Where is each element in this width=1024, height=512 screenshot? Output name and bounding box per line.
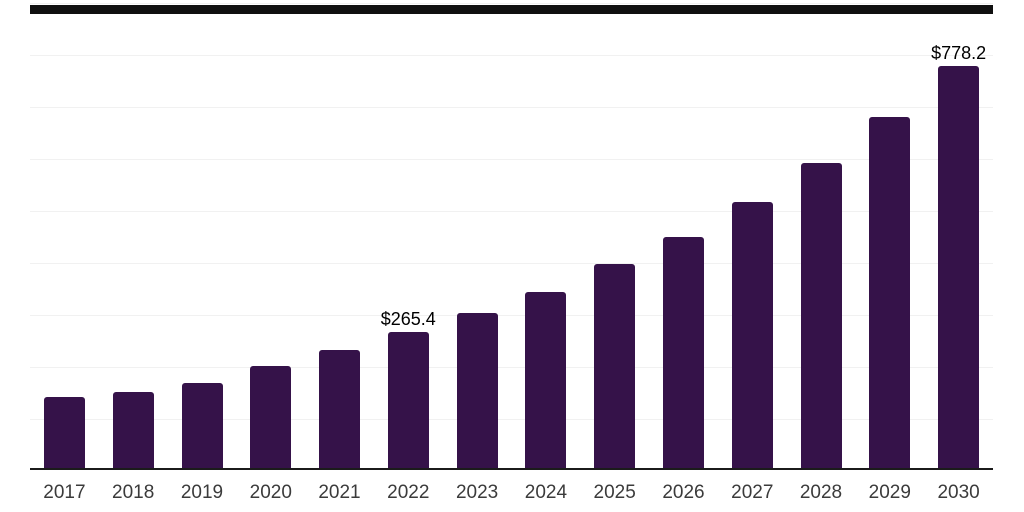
bar-2026[interactable]	[663, 236, 704, 468]
x-tick-label-2017: 2017	[43, 482, 86, 503]
bar-2028[interactable]	[800, 163, 842, 468]
x-tick-label-2025: 2025	[593, 482, 636, 503]
x-tick-label-2020: 2020	[249, 482, 292, 503]
bar-2023[interactable]	[456, 313, 498, 468]
x-tick-label-2030: 2030	[937, 482, 980, 503]
x-tick-label-2028: 2028	[799, 482, 843, 503]
gridline-300	[30, 314, 993, 316]
bar-2017[interactable]	[43, 396, 85, 468]
bar-2020[interactable]	[250, 365, 292, 468]
x-tick-label-2019: 2019	[180, 482, 224, 503]
gridline-200	[30, 366, 993, 368]
x-tick-label-2024: 2024	[524, 482, 568, 503]
gridline-100	[30, 418, 993, 420]
bar-2025[interactable]	[594, 264, 636, 468]
x-tick-label-2022: 2022	[387, 482, 430, 503]
gridline-900	[30, 3, 993, 5]
gridline-700	[30, 107, 993, 109]
x-tick-label-2026: 2026	[662, 482, 705, 503]
bar-2024[interactable]	[525, 291, 567, 468]
bar-2018[interactable]	[112, 392, 154, 468]
data-label-2030: $778.2	[931, 43, 987, 63]
plot-area	[30, 0, 993, 470]
x-tick-label-2027: 2027	[731, 482, 774, 503]
gridline-500	[30, 210, 993, 212]
chart-top-scrollbar[interactable]	[30, 5, 993, 14]
bar-2019[interactable]	[181, 383, 223, 468]
x-tick-label-2021: 2021	[318, 482, 361, 503]
x-tick-label-2018: 2018	[112, 482, 155, 503]
bar-2029[interactable]	[869, 116, 911, 468]
x-tick-label-2029: 2029	[868, 482, 911, 503]
x-axis-line	[30, 468, 993, 470]
bar-2022[interactable]	[387, 332, 429, 468]
gridline-600	[30, 159, 993, 160]
gridline-800	[30, 55, 993, 57]
bar-2021[interactable]	[319, 350, 360, 468]
bar-2030[interactable]	[938, 66, 980, 468]
bar-2027[interactable]	[731, 202, 773, 468]
gridline-400	[30, 262, 993, 264]
data-label-2022: $265.4	[380, 309, 436, 330]
x-tick-label-2023: 2023	[455, 482, 499, 503]
